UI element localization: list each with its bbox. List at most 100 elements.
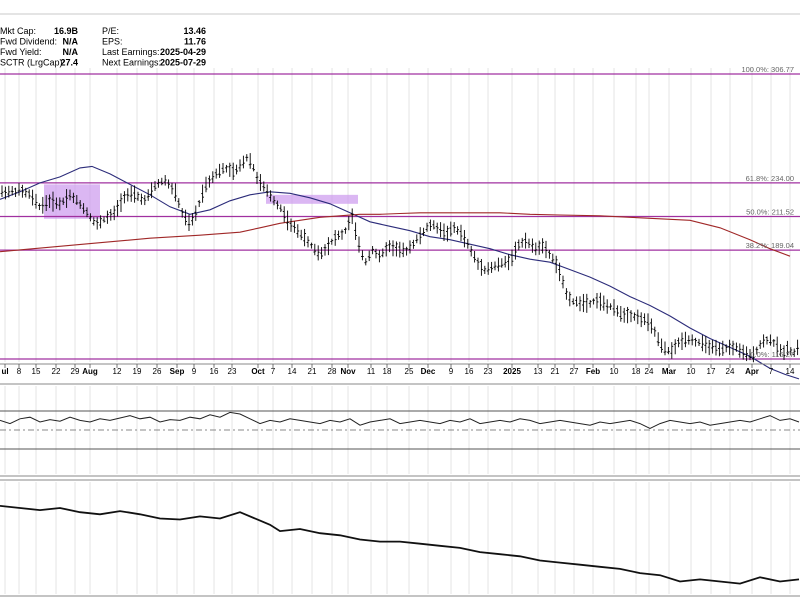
price-bar xyxy=(296,224,300,238)
x-axis-tick-label: 23 xyxy=(484,367,493,376)
price-bar xyxy=(633,312,636,321)
price-bar xyxy=(782,345,786,361)
price-bar xyxy=(0,185,4,198)
price-bar xyxy=(337,230,340,240)
stat-value-eps: 11.76 xyxy=(184,37,206,47)
x-axis-tick-label: 19 xyxy=(133,367,142,376)
price-bar xyxy=(350,208,354,225)
price-bar xyxy=(439,222,442,238)
price-bar xyxy=(480,258,483,276)
price-bar xyxy=(85,207,89,218)
price-bar xyxy=(769,334,772,346)
price-bar xyxy=(354,222,357,240)
price-bar xyxy=(44,195,48,212)
stat-value-next-earnings: 2025-07-29 xyxy=(160,58,206,68)
price-bar xyxy=(72,192,75,204)
price-bar xyxy=(629,310,633,323)
price-bar xyxy=(466,238,470,249)
price-bar xyxy=(792,348,796,357)
price-bar xyxy=(68,189,72,201)
x-axis-tick-label: 8 xyxy=(17,367,22,376)
price-bar xyxy=(592,298,595,305)
price-bar xyxy=(507,254,510,271)
price-bar xyxy=(194,205,198,221)
price-bar xyxy=(102,216,106,223)
price-bar xyxy=(78,200,82,209)
price-bar xyxy=(218,163,221,178)
price-panel: 100.0%: 306.77 61.8%: 234.00 50.0%: 211.52… xyxy=(0,65,800,380)
x-axis-tick-label: 22 xyxy=(52,367,61,376)
x-axis-tick-label: 18 xyxy=(632,367,641,376)
price-bar xyxy=(276,200,279,210)
price-bar xyxy=(510,249,514,267)
price-bar xyxy=(286,210,289,231)
price-bar xyxy=(728,339,731,355)
price-bar xyxy=(313,243,317,256)
price-bar xyxy=(170,182,174,195)
price-bar xyxy=(272,196,276,206)
x-axis-tick-label: Aug xyxy=(82,367,98,376)
price-bar xyxy=(146,189,150,201)
price-bar xyxy=(398,241,402,258)
price-bar xyxy=(248,153,252,169)
price-bar xyxy=(38,203,41,211)
price-bar xyxy=(650,318,653,334)
price-bar xyxy=(384,242,388,257)
fib-level-label: 61.8%: 234.00 xyxy=(746,174,794,183)
price-bar xyxy=(14,187,17,197)
fib-zone xyxy=(44,184,100,219)
price-bar xyxy=(255,171,259,185)
price-bar xyxy=(320,247,323,260)
price-bar xyxy=(95,217,99,230)
moving-averages xyxy=(0,165,800,380)
price-bar xyxy=(374,248,378,259)
x-axis-tick-label: 15 xyxy=(32,367,41,376)
x-axis-tick-label: 24 xyxy=(645,367,654,376)
price-bar xyxy=(551,253,555,263)
price-bar xyxy=(639,312,643,328)
price-bar xyxy=(554,255,558,274)
x-axis-tick-label: 28 xyxy=(328,367,337,376)
price-bar xyxy=(786,340,789,356)
price-bar xyxy=(415,234,419,244)
price-bar xyxy=(544,240,548,259)
x-axis-tick-label: 21 xyxy=(551,367,560,376)
x-axis-tick-label: 16 xyxy=(210,367,219,376)
x-axis-tick-label: 27 xyxy=(570,367,579,376)
price-bar xyxy=(184,209,187,226)
price-bar xyxy=(541,238,544,254)
price-bar xyxy=(228,162,232,177)
price-bar xyxy=(279,204,283,213)
stat-label-next-earnings: Next Earnings: xyxy=(102,58,161,68)
x-axis-tick-label: 7 xyxy=(271,367,276,376)
price-bar xyxy=(714,339,718,356)
price-bar xyxy=(150,182,153,199)
x-axis-tick-label: 21 xyxy=(308,367,317,376)
price-bar xyxy=(330,238,334,245)
fib-level-label: 0.0%: 116.27 xyxy=(750,350,794,359)
x-axis-tick-label: 12 xyxy=(113,367,122,376)
price-bar xyxy=(469,245,473,257)
price-bar xyxy=(136,191,140,201)
price-bar xyxy=(531,238,534,253)
price-bar xyxy=(10,186,14,196)
price-bar xyxy=(646,313,650,332)
oscillator-line-group xyxy=(0,411,800,429)
price-bar xyxy=(4,186,7,200)
price-bar xyxy=(605,299,609,314)
price-bar xyxy=(191,213,194,226)
price-bar xyxy=(684,331,687,348)
price-bar xyxy=(99,215,102,229)
price-bar xyxy=(486,262,490,275)
price-bar xyxy=(344,227,347,234)
price-grid xyxy=(4,68,791,362)
price-bar xyxy=(422,227,425,237)
price-bar xyxy=(204,176,208,193)
price-bar xyxy=(211,171,215,183)
price-bar xyxy=(293,221,296,233)
price-bar xyxy=(718,342,721,357)
price-bar xyxy=(51,191,55,212)
lower-panel-line xyxy=(0,505,800,585)
price-bar xyxy=(497,257,500,272)
price-bar xyxy=(27,189,31,199)
